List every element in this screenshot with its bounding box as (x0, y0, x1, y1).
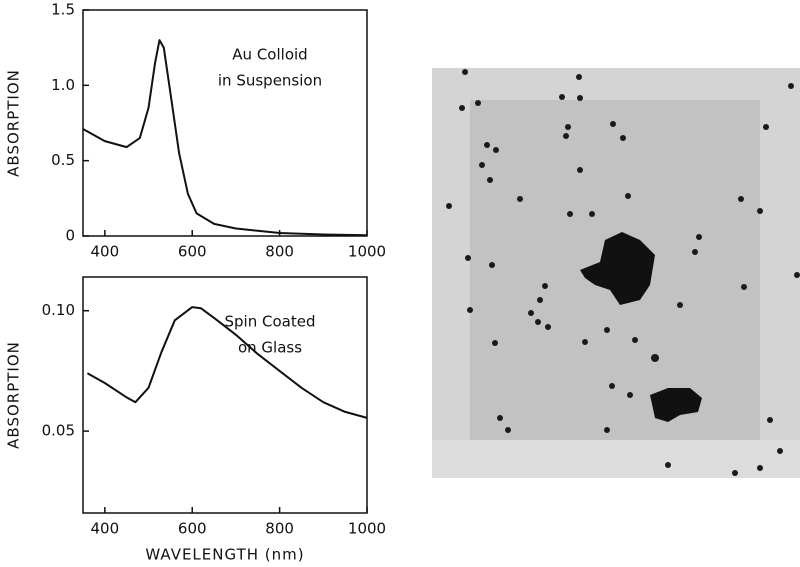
x-tick-label: 800 (265, 243, 294, 261)
x-tick-label: 800 (265, 520, 294, 538)
data-line (82, 39, 368, 237)
y-tick-label: 1.0 (51, 76, 75, 94)
x-tick-label: 400 (91, 243, 120, 261)
annotation: Spin Coated (225, 313, 316, 331)
y-tick-label: 1.5 (51, 1, 75, 19)
annotation: in Suspension (218, 72, 322, 90)
plot-frame (82, 9, 368, 237)
y-axis-label: ABSORPTION (5, 341, 23, 449)
x-tick-label: 1000 (348, 520, 386, 538)
annotation: Au Colloid (232, 46, 307, 64)
x-tick-label: 600 (178, 243, 207, 261)
x-tick-label: 600 (178, 520, 207, 538)
x-axis-label: WAVELENGTH (nm) (145, 546, 304, 564)
x-tick-label: 1000 (348, 243, 386, 261)
y-tick-label: 0.05 (42, 422, 75, 440)
micrograph (432, 68, 800, 478)
plot-frame (82, 276, 368, 514)
annotation: on Glass (238, 339, 302, 357)
y-axis-label: ABSORPTION (5, 69, 23, 177)
data-line (86, 306, 368, 419)
y-tick-label: 0 (65, 227, 75, 245)
x-tick-label: 400 (91, 520, 120, 538)
y-tick-label: 0.10 (42, 301, 75, 319)
y-tick-label: 0.5 (51, 151, 75, 169)
